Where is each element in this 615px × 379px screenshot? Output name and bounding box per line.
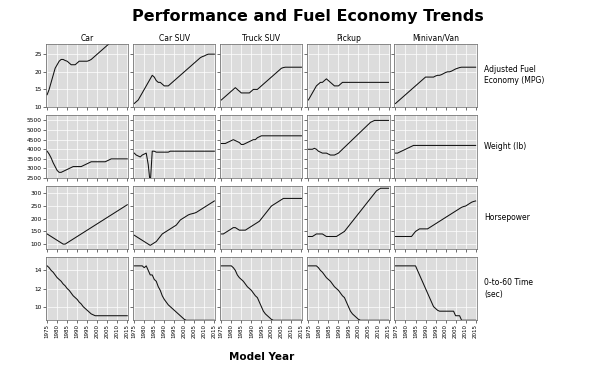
Text: Performance and Fuel Economy Trends: Performance and Fuel Economy Trends [132, 9, 483, 25]
Title: Car: Car [81, 34, 94, 43]
Text: Adjusted Fuel
Economy (MPG): Adjusted Fuel Economy (MPG) [484, 65, 544, 85]
Title: Car SUV: Car SUV [159, 34, 190, 43]
Title: Minivan/Van: Minivan/Van [412, 34, 459, 43]
Text: Weight (lb): Weight (lb) [484, 142, 526, 151]
Text: 0-to-60 Time
(sec): 0-to-60 Time (sec) [484, 279, 533, 299]
Text: Horsepower: Horsepower [484, 213, 530, 222]
Title: Pickup: Pickup [336, 34, 361, 43]
Title: Truck SUV: Truck SUV [242, 34, 280, 43]
Text: Model Year: Model Year [229, 352, 294, 362]
